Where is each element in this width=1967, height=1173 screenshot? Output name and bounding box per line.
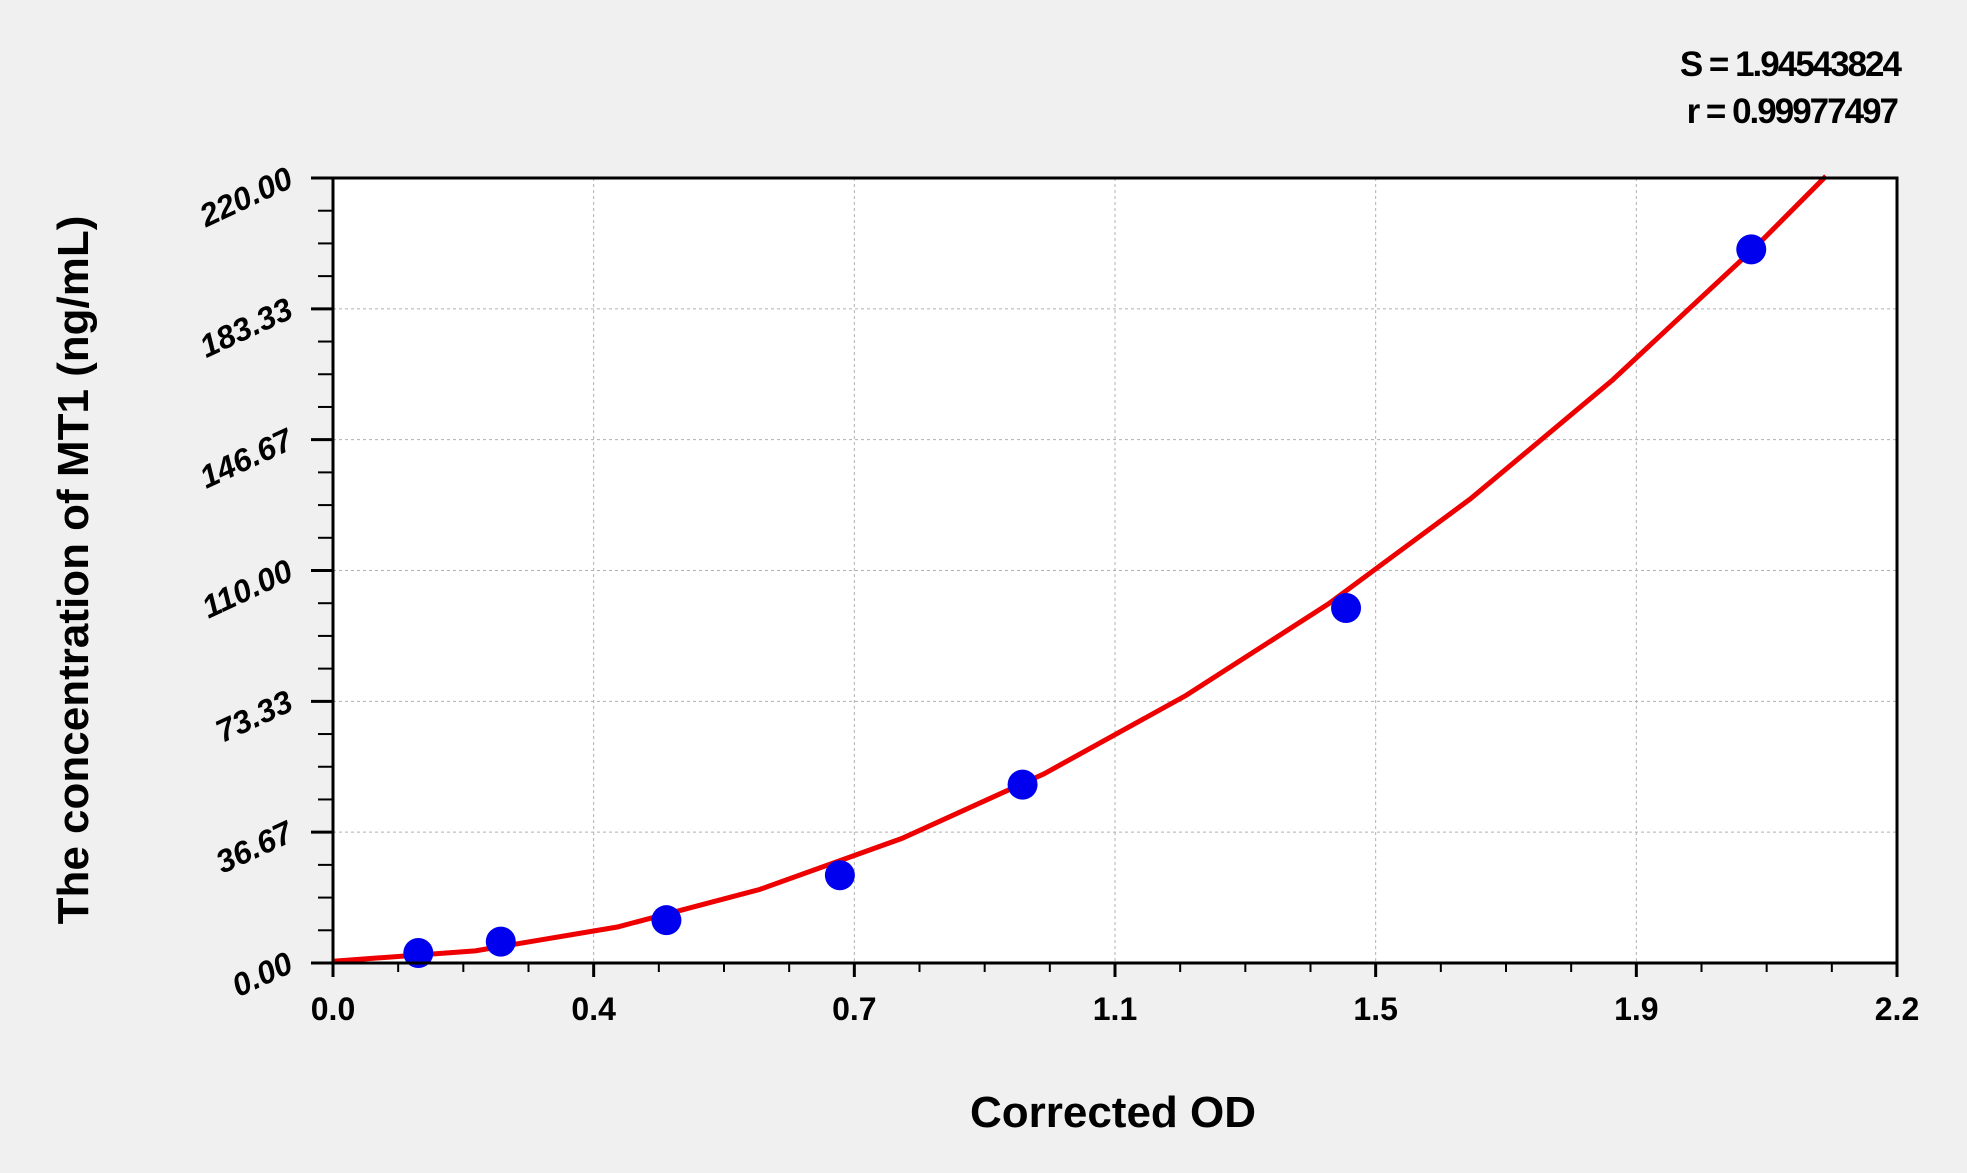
x-tick-label: 1.5 <box>1353 991 1397 1027</box>
data-point <box>651 905 682 936</box>
data-point <box>824 860 855 891</box>
s-annotation: S = 1.94543824 <box>1680 45 1903 84</box>
x-tick-label: 2.2 <box>1875 991 1919 1027</box>
y-tick-label: 183.33 <box>194 290 298 364</box>
data-point <box>1331 592 1362 623</box>
y-tick-label: 110.00 <box>196 552 298 625</box>
y-tick-label: 146.67 <box>194 420 300 495</box>
y-tick-label: 73.33 <box>210 683 298 750</box>
x-tick-label: 1.9 <box>1614 991 1658 1027</box>
plot-frame <box>331 176 1899 965</box>
data-point <box>1736 234 1767 265</box>
y-tick-label: 0.00 <box>226 945 298 1004</box>
data-point <box>1007 769 1038 800</box>
data-point <box>403 938 434 969</box>
fit-curve <box>332 174 1828 964</box>
data-points <box>403 234 1767 969</box>
x-tick-label: 0.4 <box>571 991 616 1027</box>
x-tick-label: 1.1 <box>1093 991 1137 1027</box>
x-tick-label: 0.7 <box>832 991 876 1027</box>
r-annotation: r = 0.99977497 <box>1687 92 1898 131</box>
data-point <box>485 926 516 957</box>
y-tick-label: 36.67 <box>210 813 300 880</box>
y-tick-label: 220.00 <box>193 160 298 234</box>
x-axis-label: Corrected OD <box>970 1088 1256 1137</box>
x-tick-label: 0.0 <box>311 991 355 1027</box>
y-axis-label: The concentration of MT1 (ng/mL) <box>49 216 98 925</box>
